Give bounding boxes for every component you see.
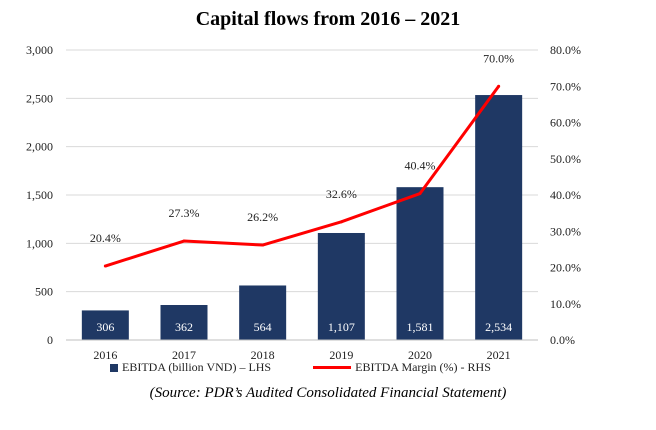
legend-item-bar: EBITDA (billion VND) – LHS: [110, 360, 271, 375]
line-value-label: 32.6%: [326, 187, 357, 201]
bar: [317, 232, 365, 340]
y-right-tick-label: 0.0%: [550, 333, 575, 347]
bar: [239, 285, 287, 340]
line-point: [182, 239, 186, 243]
y-right-tick-label: 70.0%: [550, 79, 581, 93]
x-tick-label: 2020: [408, 348, 432, 362]
y-left-tick-label: 0: [47, 333, 53, 347]
bar-value-label: 2,534: [485, 320, 512, 334]
line-point: [103, 264, 107, 268]
bar-value-label: 1,581: [407, 320, 434, 334]
line-point: [339, 220, 343, 224]
legend-label-line: EBITDA Margin (%) - RHS: [355, 360, 491, 374]
y-left-tick-label: 2,000: [26, 140, 53, 154]
y-left-tick-label: 2,500: [26, 91, 53, 105]
line-value-label: 70.0%: [483, 51, 514, 65]
y-right-tick-label: 50.0%: [550, 152, 581, 166]
bar-value-label: 306: [96, 320, 114, 334]
y-left-tick-label: 3,000: [26, 43, 53, 57]
bar: [475, 95, 523, 341]
x-tick-label: 2018: [251, 348, 275, 362]
bar-value-label: 362: [175, 320, 193, 334]
bar: [160, 305, 208, 340]
y-right-tick-label: 80.0%: [550, 43, 581, 57]
bar-value-label: 1,107: [328, 320, 355, 334]
legend-item-line: EBITDA Margin (%) - RHS: [313, 360, 491, 375]
x-tick-label: 2017: [172, 348, 196, 362]
x-tick-label: 2016: [93, 348, 117, 362]
line-point: [497, 84, 501, 88]
chart-legend: EBITDA (billion VND) – LHS EBITDA Margin…: [110, 360, 491, 375]
bar-value-label: 564: [254, 320, 272, 334]
x-tick-label: 2019: [329, 348, 353, 362]
y-left-tick-label: 1,500: [26, 188, 53, 202]
line-point: [261, 243, 265, 247]
bar: [396, 187, 444, 340]
y-left-tick-label: 1,000: [26, 236, 53, 250]
legend-swatch-line: [313, 366, 352, 369]
line-point: [418, 192, 422, 196]
line-value-label: 27.3%: [169, 206, 200, 220]
y-right-tick-label: 30.0%: [550, 224, 581, 238]
source-note: (Source: PDR’s Audited Consolidated Fina…: [149, 385, 507, 401]
y-left-tick-label: 500: [35, 285, 53, 299]
legend-label-bar: EBITDA (billion VND) – LHS: [122, 360, 272, 374]
x-tick-label: 2021: [487, 348, 511, 362]
y-right-tick-label: 20.0%: [550, 261, 581, 275]
chart-title: Capital flows from 2016 – 2021: [195, 8, 461, 30]
line-value-label: 40.4%: [405, 159, 436, 173]
legend-swatch-bar: [110, 363, 118, 372]
margin-line: [104, 85, 500, 268]
line-value-label: 26.2%: [247, 210, 278, 224]
y-right-tick-label: 40.0%: [550, 188, 581, 202]
bar: [81, 310, 129, 340]
line-value-label: 20.4%: [90, 231, 121, 245]
y-right-tick-label: 10.0%: [550, 297, 581, 311]
y-right-tick-label: 60.0%: [550, 116, 581, 130]
